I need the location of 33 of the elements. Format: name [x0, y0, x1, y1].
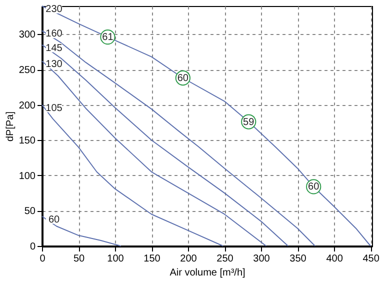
x-tick-label: 450	[362, 254, 380, 264]
annotation: 59	[243, 116, 255, 128]
x-tick-label: 50	[73, 254, 86, 264]
y-axis-title: dP[Pa]	[4, 111, 16, 142]
annotation: 61	[102, 32, 114, 44]
series-label: 230	[46, 4, 63, 15]
y-tick-label: 100	[18, 170, 36, 182]
x-tick-label: 150	[144, 254, 161, 264]
x-tick-label: 200	[180, 254, 198, 264]
annotation: 60	[308, 182, 320, 193]
y-tick-label: 200	[18, 100, 36, 112]
line-series	[42, 104, 224, 246]
y-tick-label: 250	[18, 65, 36, 76]
line-series	[42, 60, 267, 246]
x-axis-title: Air volume [m³/h]	[170, 268, 246, 278]
series-label: 60	[48, 214, 60, 226]
annotation: 60	[177, 73, 189, 84]
y-tick-label: 0	[30, 242, 36, 252]
x-tick-label: 100	[107, 254, 124, 264]
series-label: 130	[46, 59, 63, 70]
y-tick-label: 300	[18, 30, 36, 41]
x-tick-label: 0	[40, 254, 46, 264]
line-series	[42, 216, 122, 246]
y-tick-label: 150	[18, 136, 36, 147]
series-label: 145	[46, 42, 63, 54]
x-tick-label: 400	[326, 254, 344, 264]
series-label: 105	[46, 102, 63, 114]
x-tick-label: 300	[253, 254, 270, 264]
x-tick-label: 250	[216, 254, 234, 264]
series-label: 160	[46, 28, 63, 40]
line-series	[42, 44, 289, 246]
y-tick-label: 50	[24, 206, 36, 218]
x-tick-label: 350	[290, 254, 307, 264]
